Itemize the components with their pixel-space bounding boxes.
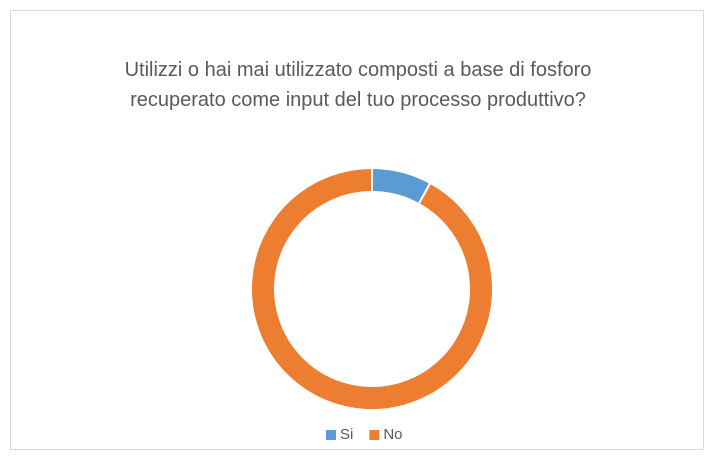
donut-segment xyxy=(250,166,494,411)
legend-swatch xyxy=(326,430,336,440)
chart-frame xyxy=(10,10,704,450)
chart-title: Utilizzi o hai mai utilizzato composti a… xyxy=(124,59,592,111)
legend-label: No xyxy=(383,426,402,443)
legend-swatch xyxy=(369,430,380,440)
legend-label: Si xyxy=(340,426,353,443)
